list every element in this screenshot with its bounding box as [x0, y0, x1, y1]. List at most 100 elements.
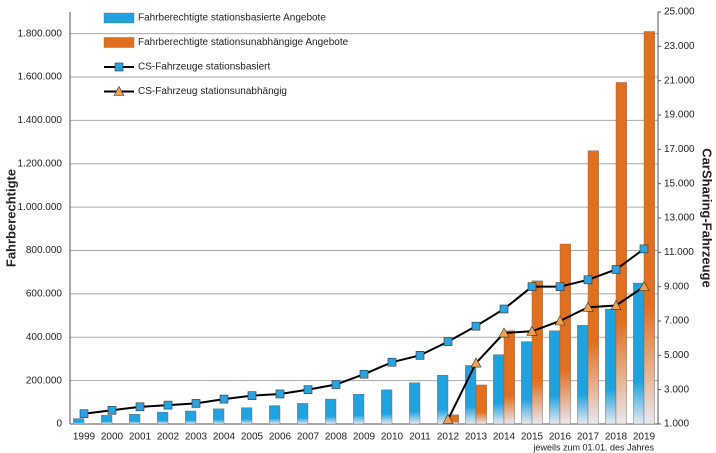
y2-tick-label: 7.000 [664, 316, 689, 327]
y-tick-label: 1.000.000 [18, 202, 63, 213]
y2-tick-label: 23.000 [664, 41, 695, 52]
bar [587, 150, 599, 425]
point [359, 369, 369, 379]
y-tick-label: 1.800.000 [18, 28, 63, 39]
point [163, 400, 173, 410]
bar [297, 403, 309, 425]
line [447, 285, 645, 420]
y2-tick-label: 5.000 [664, 350, 689, 361]
bar [381, 389, 393, 425]
bar [493, 354, 505, 425]
x-tick-label: 2019 [633, 432, 656, 443]
point [610, 299, 622, 310]
legend-label: CS-Fahrzeug stationsunabhängig [138, 86, 287, 97]
y2-tick-label: 9.000 [664, 281, 689, 292]
y-tick-label: 600.000 [26, 289, 63, 300]
y2-axis-label: CarSharing-Fahrzeuge [700, 148, 715, 287]
y-tick-label: 1.400.000 [18, 115, 63, 126]
point [583, 275, 593, 285]
point [79, 409, 89, 419]
x-tick-label: 2001 [129, 432, 152, 443]
y2-tick-label: 21.000 [664, 75, 695, 86]
y-tick-label: 0 [56, 419, 62, 430]
y-tick-label: 1.600.000 [18, 72, 63, 83]
point [526, 325, 538, 336]
bar [633, 282, 645, 425]
point [471, 321, 481, 331]
x-tick-label: 2014 [493, 432, 516, 443]
legend-label: Fahrberechtigte stationsbasierte Angebot… [138, 13, 326, 24]
point [527, 282, 537, 291]
x-tick-label: 2015 [521, 432, 544, 443]
grid [70, 33, 658, 425]
bar [409, 382, 421, 425]
point [498, 327, 510, 338]
point [191, 399, 201, 408]
point [247, 391, 257, 400]
bar [549, 330, 561, 425]
point [442, 413, 454, 424]
legend-marker [114, 62, 124, 72]
legend-label: Fahrberechtigte stationsunabhängige Ange… [138, 37, 349, 48]
bar [577, 325, 589, 425]
x-tick-label: 2011 [409, 432, 431, 443]
y2-tick-label: 25.000 [664, 7, 695, 18]
y-tick-label: 1.200.000 [18, 158, 63, 169]
bar [213, 408, 225, 425]
bar [437, 375, 449, 425]
bar [643, 31, 655, 425]
point [219, 394, 229, 404]
x-tick-label: 2008 [325, 432, 348, 443]
bar [157, 411, 169, 425]
x-tick-label: 2013 [465, 432, 488, 443]
point [611, 265, 621, 274]
y-tick-label: 400.000 [26, 332, 63, 343]
legend-swatch [103, 12, 135, 24]
point [639, 244, 649, 254]
legend-marker [113, 85, 125, 96]
bar [73, 418, 85, 425]
bar [605, 308, 617, 425]
point [582, 301, 594, 312]
y-tick-label: 200.000 [26, 375, 63, 386]
point [638, 281, 650, 291]
y-tick-label: 800.000 [26, 245, 63, 256]
bar [475, 384, 487, 425]
point [135, 402, 145, 412]
x-tick-label: 2007 [297, 432, 320, 443]
legend-swatch [103, 37, 135, 48]
note: jeweils zum 01.01. des Jahres [532, 442, 654, 452]
point [107, 405, 117, 415]
x-tick-label: 2010 [381, 432, 404, 443]
x-tick-label: 2018 [605, 432, 628, 443]
point [331, 380, 341, 389]
x-tick-label: 1999 [73, 432, 96, 443]
point [499, 304, 509, 314]
y2-tick-label: 3.000 [664, 384, 689, 395]
bar [503, 330, 515, 425]
x-tick-label: 2003 [185, 432, 208, 443]
bar [241, 407, 253, 425]
bar [559, 243, 571, 425]
point [275, 389, 285, 399]
point [443, 337, 453, 346]
y2-tick-label: 1.000 [664, 419, 689, 430]
point [555, 282, 565, 291]
x-tick-label: 2006 [269, 432, 292, 443]
y-axis-label: Fahrberechtigte [3, 169, 18, 267]
x-tick-label: 2004 [213, 432, 236, 443]
y2-tick-label: 13.000 [664, 213, 695, 224]
bar [185, 410, 197, 425]
y2-tick-label: 19.000 [664, 110, 695, 121]
legend-label: CS-Fahrzeuge stationsbasiert [138, 62, 271, 73]
x-tick-label: 2016 [549, 432, 572, 443]
bar [353, 394, 365, 425]
point [554, 315, 566, 326]
bar [129, 414, 141, 425]
point [470, 357, 482, 368]
y2-tick-label: 15.000 [664, 178, 695, 189]
x-tick-label: 2012 [437, 432, 460, 443]
point [415, 351, 425, 360]
bar [615, 82, 627, 425]
bar [521, 341, 533, 425]
